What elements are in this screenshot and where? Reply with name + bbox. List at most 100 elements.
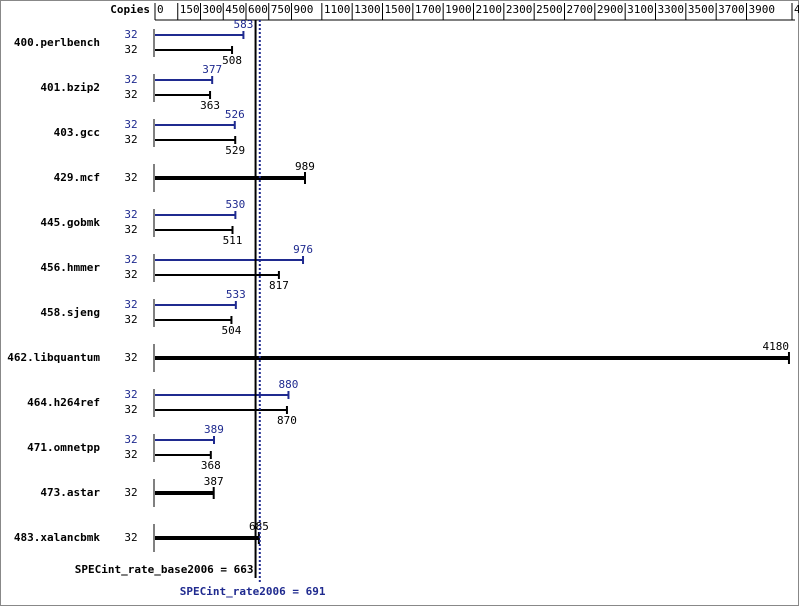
x-tick-label: 1100 [324,3,351,16]
x-tick-label: 900 [294,3,314,16]
x-tick-label: 750 [271,3,291,16]
x-tick-label: 1700 [415,3,442,16]
x-tick-label: 1500 [385,3,412,16]
value-label: 530 [225,198,245,211]
x-tick-label: 2300 [506,3,533,16]
value-label: 817 [269,279,289,292]
x-tick-label: 3500 [688,3,715,16]
value-label: 533 [226,288,246,301]
copies-label: 32 [124,531,137,544]
copies-header: Copies [110,3,150,16]
copies-label: 32 [124,223,137,236]
category-label: 445.gobmk [40,216,100,229]
value-label: 583 [233,18,253,31]
value-label: 989 [295,160,315,173]
copies-label: 32 [124,388,137,401]
x-tick-label: 150 [180,3,200,16]
value-label: 880 [279,378,299,391]
bar [155,409,287,411]
bar [155,259,304,261]
x-tick-label: 300 [203,3,223,16]
category-label: 456.hmmer [40,261,100,274]
reference-label: SPECint_rate2006 = 691 [180,585,326,598]
value-label: 363 [200,99,220,112]
bar [155,304,236,306]
copies-label: 32 [124,208,137,221]
x-tick-label: 3100 [627,3,654,16]
category-label: 401.bzip2 [40,81,100,94]
bar [155,454,211,456]
copies-label: 32 [124,43,137,56]
bar [155,356,789,360]
value-label: 368 [201,459,221,472]
value-label: 976 [293,243,313,256]
x-tick-label: 450 [225,3,245,16]
copies-label: 32 [124,298,137,311]
value-label: 389 [204,423,224,436]
category-label: 400.perlbench [14,36,100,49]
copies-label: 32 [124,253,137,266]
bar [155,139,236,141]
value-label: 870 [277,414,297,427]
bar [155,536,259,540]
copies-label: 32 [124,28,137,41]
copies-label: 32 [124,351,137,364]
x-tick-label: 4200 [794,3,799,16]
x-tick-label: 1900 [445,3,472,16]
x-tick-label: 2100 [476,3,503,16]
category-label: 471.omnetpp [27,441,100,454]
value-label: 504 [222,324,242,337]
value-label: 526 [225,108,245,121]
x-tick-label: 0 [157,3,164,16]
category-label: 462.libquantum [7,351,100,364]
copies-label: 32 [124,433,137,446]
bar [155,491,214,495]
bar [155,319,232,321]
x-tick-label: 2900 [597,3,624,16]
bar [155,79,213,81]
x-tick-label: 600 [248,3,268,16]
copies-label: 32 [124,486,137,499]
value-label: 508 [222,54,242,67]
x-tick-label: 2500 [536,3,563,16]
copies-label: 32 [124,118,137,131]
category-label: 458.sjeng [40,306,100,319]
copies-label: 32 [124,73,137,86]
category-label: 473.astar [40,486,100,499]
copies-label: 32 [124,171,137,184]
bar [155,214,236,216]
category-label: 403.gcc [54,126,100,139]
bar [155,49,233,51]
bar [155,229,233,231]
x-tick-label: 2700 [567,3,594,16]
value-label: 377 [202,63,222,76]
bar [155,124,235,126]
x-tick-label: 3700 [718,3,745,16]
category-label: 483.xalancbmk [14,531,100,544]
value-label: 4180 [762,340,789,353]
x-tick-label: 3300 [658,3,685,16]
value-label: 685 [249,520,269,533]
bar [155,439,214,441]
x-tick-label: 1300 [354,3,381,16]
copies-label: 32 [124,448,137,461]
copies-label: 32 [124,88,137,101]
category-label: 464.h264ref [27,396,100,409]
bar [155,176,305,180]
bar [155,34,244,36]
reference-label: SPECint_rate_base2006 = 663 [75,563,254,576]
category-label: 429.mcf [54,171,100,184]
value-label: 529 [225,144,245,157]
copies-label: 32 [124,313,137,326]
bar [155,394,289,396]
bar [155,274,279,276]
copies-label: 32 [124,268,137,281]
value-label: 511 [223,234,243,247]
copies-label: 32 [124,133,137,146]
copies-label: 32 [124,403,137,416]
bar [155,94,211,96]
x-tick-label: 3900 [749,3,776,16]
